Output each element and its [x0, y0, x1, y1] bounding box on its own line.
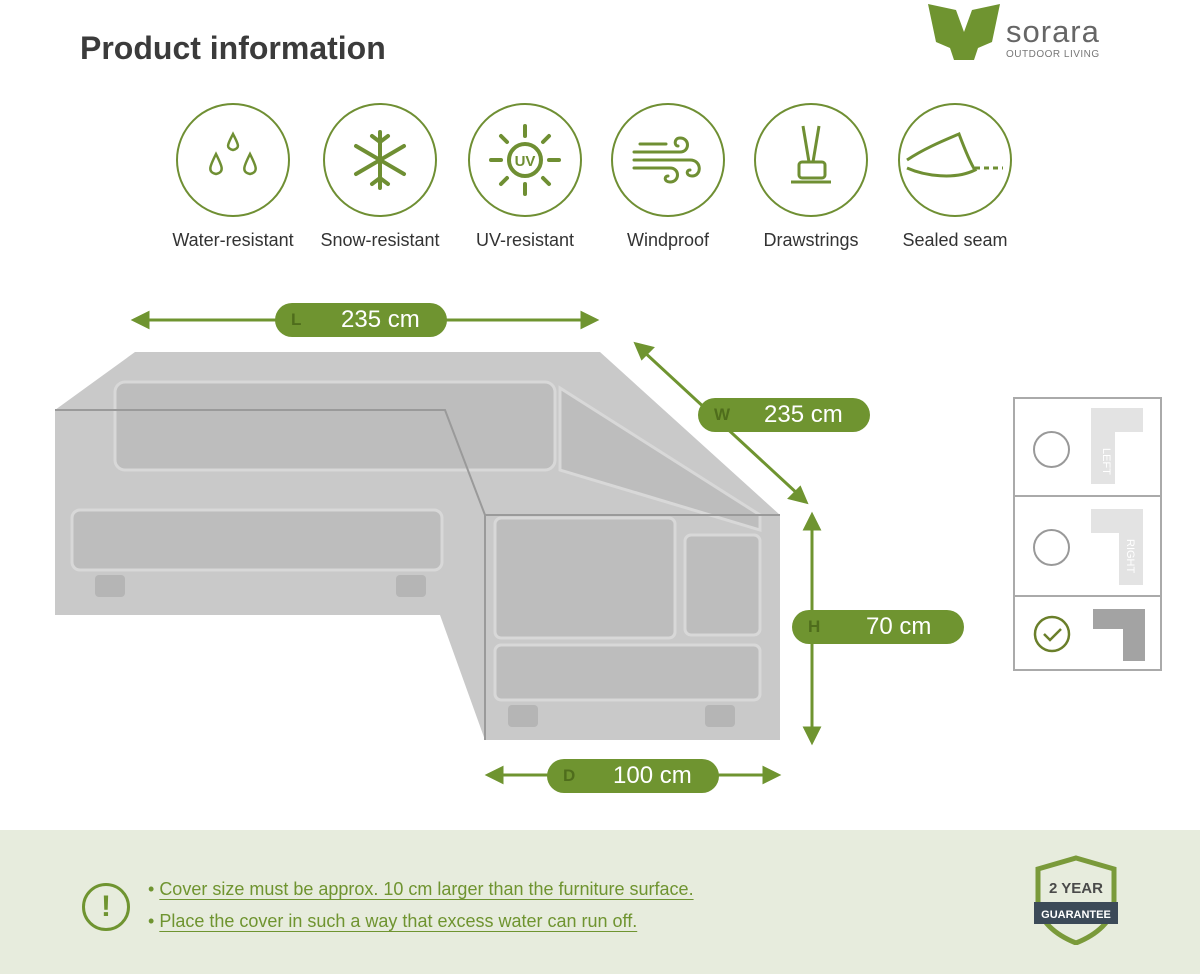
width-dimension-label: W 235 cm [698, 398, 870, 432]
note-item: • Place the cover in such a way that exc… [148, 911, 638, 931]
sorara-logo: sorara OUTDOOR LIVING [926, 2, 1126, 64]
sealed-seam-icon [906, 132, 1003, 178]
length-dimension-label: L 235 cm [275, 303, 447, 337]
logo-tagline: OUTDOOR LIVING [1006, 49, 1100, 60]
svg-text:UV: UV [515, 153, 536, 170]
drawstring-icon [791, 125, 831, 184]
feature-label: Water-resistant [172, 230, 294, 250]
svg-text:GUARANTEE: GUARANTEE [1041, 909, 1111, 921]
feature-water-resistant: Water-resistant [163, 103, 303, 251]
feature-drawstrings: Drawstrings [741, 103, 881, 251]
feature-label: UV-resistant [475, 230, 575, 250]
feature-snow-resistant: Snow-resistant [310, 103, 450, 251]
feature-sealed-seam: Sealed seam [885, 103, 1025, 251]
uv-sun-icon: UV [489, 124, 561, 196]
guarantee-shield-badge: 2 YEAR GUARANTEE [1034, 855, 1118, 945]
depth-dimension-label: D 100 cm [547, 759, 719, 793]
orientation-option-left[interactable]: LEFT [1015, 399, 1160, 497]
water-drops-icon [209, 131, 257, 176]
orientation-selector: LEFT RIGHT [1013, 397, 1162, 671]
svg-text:RIGHT: RIGHT [1124, 539, 1136, 574]
right-corner-shape-icon: RIGHT [1091, 509, 1143, 585]
radio-unchecked-icon[interactable] [1033, 529, 1070, 566]
height-dimension-label: H 70 cm [792, 610, 964, 644]
radio-unchecked-icon[interactable] [1033, 431, 1070, 468]
feature-label: Windproof [626, 230, 710, 250]
wind-icon [632, 136, 701, 184]
exclamation-icon: ! [82, 883, 130, 931]
svg-text:LEFT: LEFT [1100, 448, 1112, 475]
svg-text:2 YEAR: 2 YEAR [1049, 880, 1103, 897]
left-corner-shape-icon: LEFT [1091, 408, 1143, 484]
orientation-option-selected[interactable] [1015, 597, 1160, 669]
corner-shape-selected-icon [1093, 609, 1145, 661]
feature-uv-resistant: UV UV-resistant [455, 103, 595, 251]
feature-label: Snow-resistant [320, 230, 440, 250]
note-item: • Cover size must be approx. 10 cm large… [148, 879, 694, 899]
feature-windproof: Windproof [598, 103, 738, 251]
corner-sofa-cover-illustration [55, 310, 822, 785]
feature-label: Drawstrings [763, 230, 859, 250]
page-title: Product information [80, 30, 386, 66]
logo-brand: sorara [1006, 14, 1100, 49]
radio-checked-icon[interactable] [1033, 615, 1073, 655]
feature-label: Sealed seam [902, 230, 1008, 250]
butterfly-logo-icon [928, 4, 1000, 60]
footer-notes-band: ! • Cover size must be approx. 10 cm lar… [0, 830, 1200, 974]
orientation-option-right[interactable]: RIGHT [1015, 497, 1160, 597]
snowflake-icon [354, 130, 406, 190]
